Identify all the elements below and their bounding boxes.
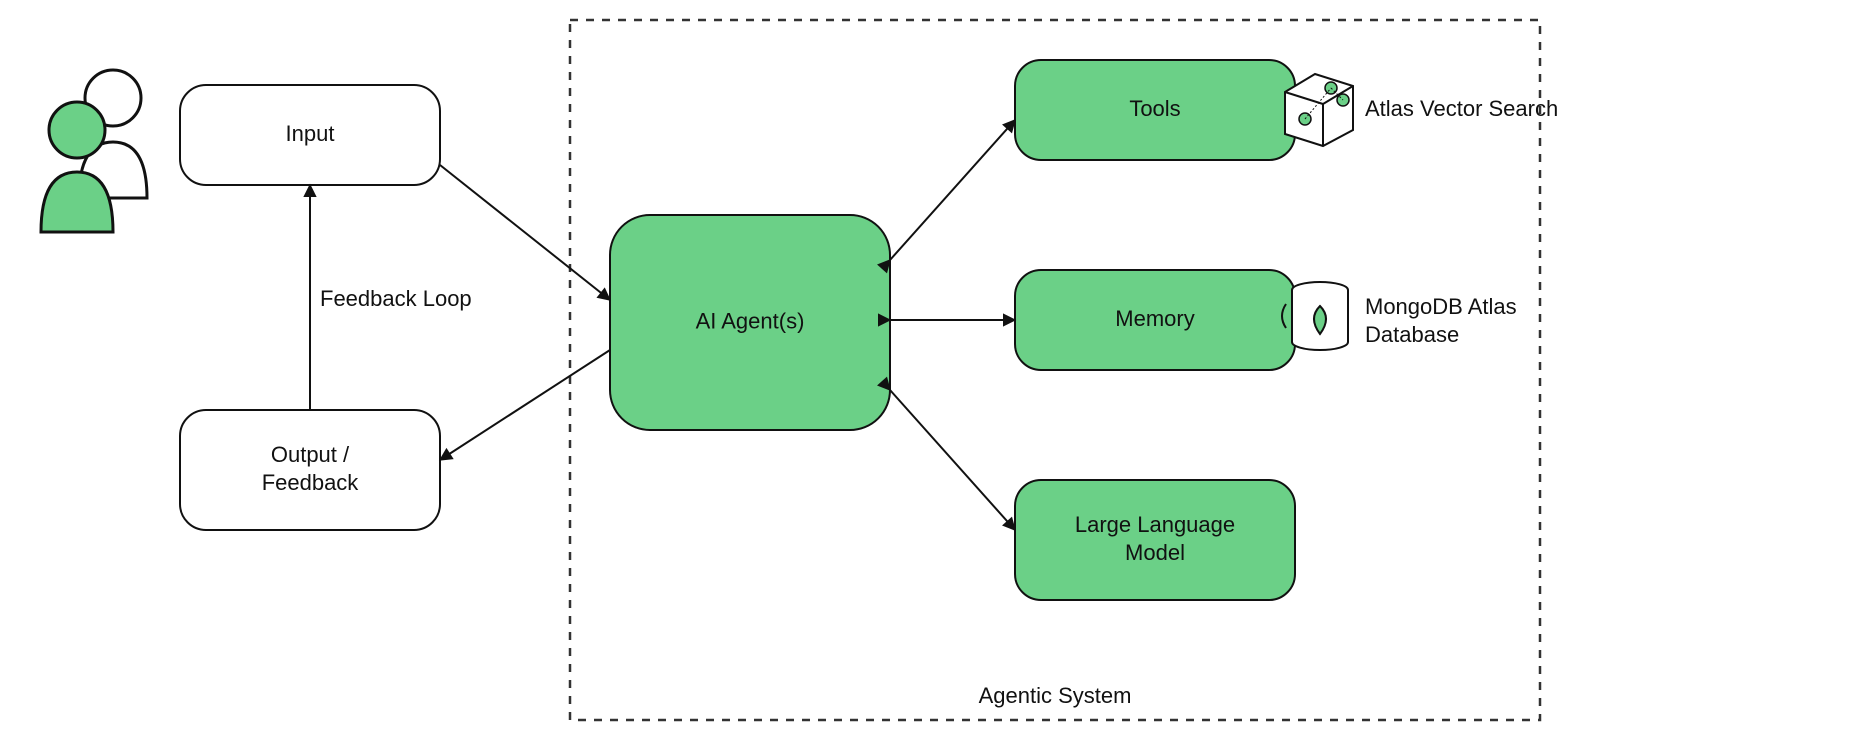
node-output: Output / Feedback bbox=[180, 410, 440, 530]
node-output-label-line2: Feedback bbox=[262, 470, 360, 495]
agentic-system-diagram: Agentic System Input Output / Feedback AI A… bbox=[0, 0, 1858, 750]
users-icon bbox=[41, 70, 147, 232]
edge-agent-llm bbox=[890, 390, 1015, 530]
node-agent-label: AI Agent(s) bbox=[696, 308, 805, 333]
node-memory: Memory bbox=[1015, 270, 1295, 370]
node-agent: AI Agent(s) bbox=[610, 215, 890, 430]
atlas-vector-search-label: Atlas Vector Search bbox=[1365, 96, 1558, 121]
node-output-label-line1: Output / bbox=[271, 442, 350, 467]
mongodb-atlas-label-line2: Database bbox=[1365, 322, 1459, 347]
mongodb-atlas-database-icon bbox=[1282, 282, 1348, 350]
agentic-system-label: Agentic System bbox=[979, 683, 1132, 708]
node-llm: Large Language Model bbox=[1015, 480, 1295, 600]
node-input-label: Input bbox=[286, 121, 335, 146]
atlas-vector-search-icon bbox=[1285, 74, 1353, 146]
node-tools: Tools bbox=[1015, 60, 1295, 160]
feedback-loop-label: Feedback Loop bbox=[320, 286, 472, 311]
edge-agent-to-output bbox=[440, 350, 610, 460]
node-input: Input bbox=[180, 85, 440, 185]
node-tools-label: Tools bbox=[1129, 96, 1180, 121]
mongodb-atlas-label-line1: MongoDB Atlas bbox=[1365, 294, 1517, 319]
edge-agent-tools bbox=[890, 120, 1015, 260]
node-llm-label-line1: Large Language bbox=[1075, 512, 1235, 537]
edge-input-to-agent bbox=[440, 165, 610, 300]
node-memory-label: Memory bbox=[1115, 306, 1194, 331]
node-llm-label-line2: Model bbox=[1125, 540, 1185, 565]
